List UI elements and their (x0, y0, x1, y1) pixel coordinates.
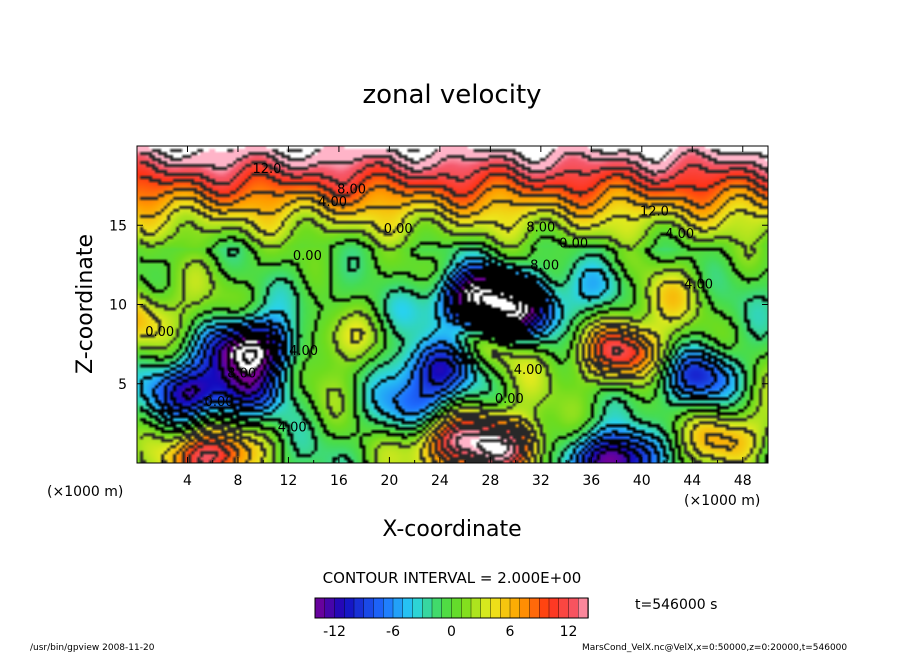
contour-label: 12.0 (253, 162, 282, 177)
contour-label: 8.00 (337, 183, 366, 198)
chart-title: zonal velocity (362, 80, 541, 110)
colorbar-cell (324, 597, 336, 619)
contour-label: 4.00 (318, 195, 347, 210)
colorbar-cell (470, 597, 482, 619)
contour-label: 4.00 (684, 278, 713, 293)
colorbar-cell (431, 597, 443, 619)
colorbar-cell (451, 597, 462, 619)
colorbar-tick-label: -12 (323, 624, 346, 640)
x-tick-label: 20 (380, 473, 398, 489)
colorbar-cell (519, 597, 531, 619)
contour-label: 8.00 (530, 259, 559, 274)
colorbar-cell (500, 597, 511, 619)
colorbar: -12 -6 0 6 12 (314, 597, 589, 640)
colorbar-cell (480, 597, 492, 619)
x-tick-label: 40 (633, 473, 651, 489)
colorbar-cell (568, 597, 579, 619)
colorbar-cell (402, 597, 414, 619)
colorbar-cell (383, 597, 394, 619)
contour-label: 4.00 (665, 227, 694, 242)
colorbar-tick-label: 0 (447, 624, 456, 640)
x-axis-label: X-coordinate (382, 517, 521, 542)
footer-right: MarsCond_VelX.nc@VelX,x=0:50000,z=0:2000… (582, 643, 847, 653)
colorbar-cells (314, 597, 589, 619)
contour-label: 0.00 (559, 236, 588, 251)
colorbar-cell (490, 597, 501, 619)
contour-label: 8.00 (526, 221, 555, 236)
footer-left: /usr/bin/gpview 2008-11-20 (30, 643, 155, 653)
contour-label: 4.00 (278, 420, 307, 435)
colorbar-tick-label: -6 (386, 624, 400, 640)
x-tick-label: 24 (431, 473, 449, 489)
colorbar-cell (392, 597, 404, 619)
y-tick-label: 5 (118, 377, 127, 393)
colorbar-cell (412, 597, 423, 619)
y-axis-ticks: 5 10 15 (109, 218, 768, 393)
colorbar-cell (353, 597, 365, 619)
colorbar-cell (314, 597, 326, 619)
time-label: t=546000 s (635, 597, 717, 613)
x-tick-label: 28 (481, 473, 499, 489)
colorbar-cell (422, 597, 433, 619)
x-tick-label: 36 (582, 473, 600, 489)
contour-label: 0.00 (205, 395, 234, 410)
velocity-field (137, 146, 768, 463)
x-tick-label: 32 (532, 473, 550, 489)
y-axis-label: Z-coordinate (73, 234, 98, 374)
colorbar-cell (373, 597, 384, 619)
colorbar-tick-label: 6 (506, 624, 515, 640)
colorbar-cell (461, 597, 472, 619)
x-tick-label: 48 (734, 473, 752, 489)
y-tick-label: 10 (109, 298, 127, 314)
contour-interval: CONTOUR INTERVAL = 2.000E+00 (323, 569, 582, 587)
x-tick-label: 4 (183, 473, 192, 489)
contour-label: 12.0 (640, 205, 669, 220)
x-tick-label: 12 (280, 473, 298, 489)
colorbar-cell (548, 597, 560, 619)
colorbar-cell (509, 597, 521, 619)
y-tick-label: 15 (109, 218, 127, 234)
x-unit-left: (×1000 m) (47, 484, 123, 500)
x-tick-label: 8 (233, 473, 242, 489)
x-tick-label: 44 (683, 473, 701, 489)
colorbar-cell (558, 597, 570, 619)
colorbar-cell (529, 597, 540, 619)
x-unit-right: (×1000 m) (684, 493, 760, 509)
colorbar-cell (334, 597, 345, 619)
contour-label: 0.00 (293, 249, 322, 264)
contour-label: 8.00 (227, 366, 256, 381)
colorbar-cell (363, 597, 375, 619)
colorbar-cell (441, 597, 453, 619)
x-axis-ticks: 4 8 12 16 20 24 28 32 36 40 44 48 (161, 146, 752, 489)
contour-label: 0.00 (384, 222, 413, 237)
x-tick-label: 16 (330, 473, 348, 489)
contour-label: 0.00 (145, 325, 174, 340)
colorbar-cell (578, 597, 589, 619)
contour-label: 4.00 (289, 344, 318, 359)
colorbar-ticks: -12 -6 0 6 12 (323, 624, 577, 640)
colorbar-cell (539, 597, 550, 619)
colorbar-tick-label: 12 (560, 624, 578, 640)
contour-label: 4.00 (514, 363, 543, 378)
colorbar-cell (344, 597, 355, 619)
contour-label: 0.00 (495, 392, 524, 407)
colorbar-frame (314, 597, 589, 619)
